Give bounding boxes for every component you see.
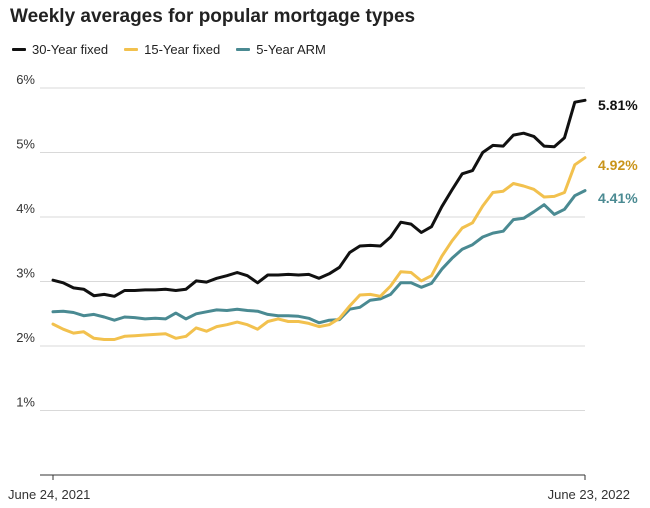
end-label-15-year-fixed: 4.92%: [598, 157, 638, 173]
series-line-30-year-fixed: [51, 98, 587, 298]
y-tick-label: 1%: [16, 395, 35, 410]
y-tick-label: 6%: [16, 72, 35, 87]
legend-label-5-year-arm: 5-Year ARM: [256, 42, 326, 57]
x-tick-label-end: June 23, 2022: [548, 487, 630, 502]
legend-swatch-15-year: [124, 48, 139, 51]
legend: 30-Year fixed 15-Year fixed 5-Year ARM: [12, 42, 326, 57]
legend-swatch-30-year: [12, 48, 26, 51]
end-label-30-year-fixed: 5.81%: [598, 97, 638, 113]
legend-swatch-5-year-arm: [236, 48, 251, 51]
y-tick-label: 5%: [16, 137, 35, 152]
legend-label-30-year: 30-Year fixed: [32, 42, 109, 57]
series-line-5-year-arm: [51, 189, 587, 325]
y-tick-label: 4%: [16, 201, 35, 216]
y-tick-label: 3%: [16, 266, 35, 281]
legend-item-15-year: 15-Year fixed: [124, 42, 220, 57]
chart-title: Weekly averages for popular mortgage typ…: [10, 6, 416, 27]
legend-item-5-year-arm: 5-Year ARM: [236, 42, 326, 57]
legend-label-15-year: 15-Year fixed: [144, 42, 221, 57]
legend-item-30-year: 30-Year fixed: [12, 42, 108, 57]
y-tick-label: 2%: [16, 330, 35, 345]
x-tick-label-start: June 24, 2021: [8, 487, 90, 502]
series-line-15-year-fixed: [51, 156, 587, 341]
end-label-5-year-arm: 4.41%: [598, 190, 638, 206]
